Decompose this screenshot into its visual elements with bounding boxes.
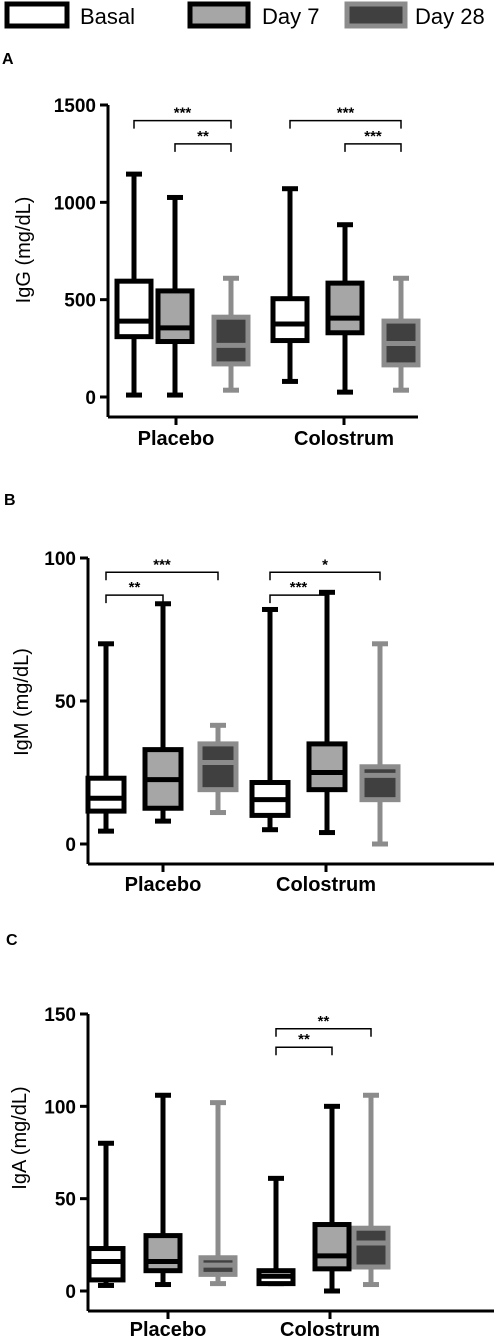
significance-bracket: ***: [289, 105, 402, 129]
bracket-line: [133, 119, 232, 129]
significance-bracket: ***: [344, 128, 402, 152]
bracket-line: [174, 143, 232, 152]
significance-bracket: **: [275, 1031, 333, 1056]
bracket-line: [289, 119, 402, 129]
significance-label: ***: [364, 128, 382, 145]
box-placebo-day7: [142, 601, 184, 824]
bracket-line: [269, 594, 328, 604]
y-tick-label: 100: [44, 1097, 76, 1118]
box-iqr: [325, 280, 365, 336]
box-placebo-day28: [197, 722, 239, 816]
box-colostrum-day7: [325, 222, 365, 395]
y-tick-label: 0: [85, 388, 96, 409]
panel-igg: A IgG (mg/dL) 0 500 1000 1500 Placebo Colostr…: [2, 51, 421, 450]
box-placebo-day28: [198, 1100, 238, 1287]
x-tick-label: Placebo: [125, 874, 202, 896]
y-axis-label: IgG (mg/dL): [13, 197, 35, 304]
bracket-line: [275, 1046, 333, 1056]
y-tick-label: 50: [55, 692, 76, 713]
box-colostrum-day28: [381, 275, 421, 393]
significance-bracket: ***: [133, 105, 232, 129]
box-colostrum-basal: [256, 1175, 296, 1287]
x-tick-label: Placebo: [130, 1319, 207, 1339]
panel-iga: C IgA (mg/dL) 0 50 100 150 Placebo Colostrum *…: [6, 932, 494, 1339]
box-placebo-day28: [211, 275, 251, 393]
significance-label: **: [197, 128, 209, 145]
bracket-line: [105, 571, 219, 581]
legend-item-day28: Day 28: [344, 1, 485, 29]
box-colostrum-day28: [351, 1092, 391, 1288]
legend-swatch-day7: [187, 1, 251, 29]
legend-label-day28: Day 28: [415, 4, 485, 29]
box-iqr: [312, 1222, 352, 1272]
panel-label: C: [6, 932, 18, 949]
panel-label: B: [4, 492, 16, 509]
box-iqr: [351, 1225, 391, 1270]
significance-bracket: ***: [269, 579, 328, 604]
y-tick-label: 500: [64, 291, 96, 312]
significance-label: ***: [290, 579, 308, 596]
y-tick-label: 0: [65, 1282, 76, 1303]
box-placebo-basal: [85, 641, 127, 834]
y-tick-label: 1500: [54, 96, 96, 117]
box-placebo-basal: [86, 1140, 126, 1288]
box-iqr: [85, 775, 127, 814]
bracket-line: [269, 571, 381, 581]
y-tick-label: 100: [44, 549, 76, 570]
box-colostrum-basal: [270, 186, 310, 384]
significance-label: ***: [153, 556, 171, 573]
legend-swatch-day28: [344, 1, 408, 29]
panel-label: A: [2, 51, 14, 68]
box-iqr: [197, 741, 239, 793]
significance-label: ***: [337, 105, 355, 122]
x-tick-label: Colostrum: [276, 874, 376, 896]
legend-label-day7: Day 7: [262, 4, 319, 29]
y-tick-label: 50: [55, 1190, 76, 1211]
box-placebo-day7: [143, 1092, 183, 1288]
significance-label: ***: [174, 105, 192, 122]
x-tick-label: Colostrum: [294, 428, 394, 450]
box-iqr: [143, 1233, 183, 1274]
box-iqr: [155, 288, 195, 345]
y-tick-label: 0: [65, 835, 76, 856]
box-iqr: [270, 296, 310, 344]
legend-item-day7: Day 7: [187, 1, 319, 29]
significance-bracket: ***: [105, 556, 219, 581]
significance-label: *: [322, 556, 328, 573]
legend-swatch-basal: [4, 1, 70, 29]
bracket-line: [344, 143, 402, 152]
box-iqr: [211, 314, 251, 367]
box-colostrum-basal: [249, 606, 291, 833]
box-iqr: [359, 764, 401, 803]
x-tick-label: Colostrum: [280, 1319, 380, 1339]
legend: Basal Day 7 Day 28: [4, 1, 485, 29]
legend-label-basal: Basal: [80, 4, 135, 29]
box-placebo-day7: [155, 194, 195, 398]
x-tick-label: Placebo: [138, 428, 215, 450]
box-iqr: [86, 1246, 126, 1283]
box-placebo-basal: [114, 171, 154, 398]
significance-bracket: **: [105, 579, 164, 604]
box-iqr: [306, 741, 348, 793]
legend-item-basal: Basal: [4, 1, 135, 29]
box-colostrum-day7: [312, 1103, 352, 1294]
y-tick-label: 150: [44, 1005, 76, 1026]
y-tick-label: 1000: [54, 193, 96, 214]
y-axis-label: IgM (mg/dL): [11, 648, 33, 756]
significance-bracket: **: [275, 1013, 372, 1037]
box-iqr: [114, 278, 154, 340]
significance-label: **: [129, 579, 141, 596]
box-colostrum-day7: [306, 589, 348, 836]
y-axis-label: IgA (mg/dL): [9, 1086, 31, 1189]
significance-bracket: **: [174, 128, 232, 152]
bracket-line: [105, 594, 164, 604]
bracket-line: [275, 1028, 372, 1037]
significance-label: **: [318, 1013, 330, 1030]
significance-label: **: [298, 1031, 310, 1048]
box-colostrum-day28: [359, 641, 401, 847]
significance-bracket: *: [269, 556, 381, 581]
